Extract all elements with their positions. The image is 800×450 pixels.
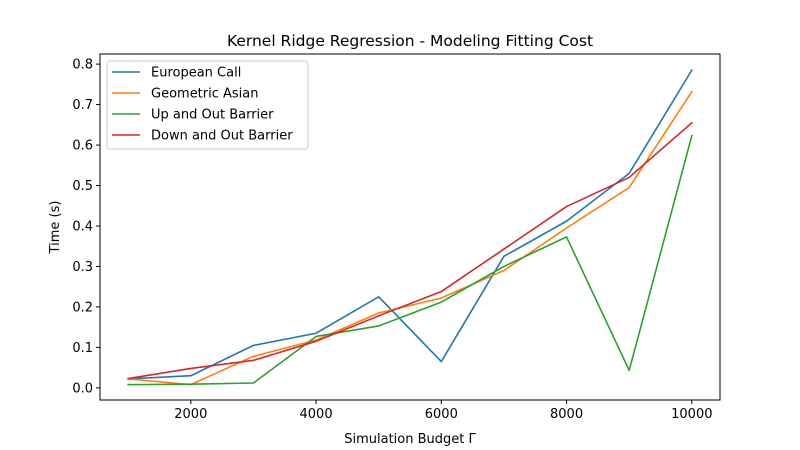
y-tick-label: 0.3 bbox=[72, 260, 93, 275]
y-tick-label: 0.1 bbox=[72, 341, 93, 356]
y-axis-label: Time (s) bbox=[48, 201, 63, 255]
axes-frame bbox=[99, 53, 721, 401]
legend-label-2: Up and Out Barrier bbox=[151, 108, 274, 123]
y-tick-label: 0.0 bbox=[72, 381, 93, 396]
series-line-3 bbox=[127, 121, 693, 380]
y-tick-label: 0.8 bbox=[72, 58, 93, 73]
legend: European Call Geometric Asian Up and Out B… bbox=[106, 60, 309, 150]
legend-label-3: Down and Out Barrier bbox=[151, 129, 293, 144]
series-line-1 bbox=[127, 90, 693, 386]
y-axis: 0.0 0.1 0.2 0.3 0.4 0.5 0.6 0.7 0.8 bbox=[72, 58, 100, 396]
x-axis: 2000 4000 6000 8000 10000 bbox=[174, 400, 712, 422]
series-line-0 bbox=[127, 69, 693, 380]
y-tick-label: 0.6 bbox=[72, 139, 93, 154]
chart-title: Kernel Ridge Regression - Modeling Fitti… bbox=[227, 32, 593, 50]
y-tick-label: 0.2 bbox=[72, 300, 93, 315]
x-tick-label: 10000 bbox=[671, 407, 712, 422]
x-tick-label: 2000 bbox=[174, 407, 207, 422]
legend-box bbox=[106, 60, 309, 150]
y-tick-label: 0.7 bbox=[72, 98, 93, 113]
x-tick-label: 4000 bbox=[300, 407, 333, 422]
x-tick-label: 6000 bbox=[425, 407, 458, 422]
y-tick-label: 0.5 bbox=[72, 179, 93, 194]
series-line-2 bbox=[127, 134, 693, 386]
plot-area bbox=[127, 69, 693, 386]
legend-label-0: European Call bbox=[151, 66, 241, 81]
legend-label-1: Geometric Asian bbox=[151, 87, 259, 102]
x-tick-label: 8000 bbox=[550, 407, 583, 422]
x-axis-label: Simulation Budget Γ bbox=[344, 432, 476, 447]
y-tick-label: 0.4 bbox=[72, 219, 93, 234]
